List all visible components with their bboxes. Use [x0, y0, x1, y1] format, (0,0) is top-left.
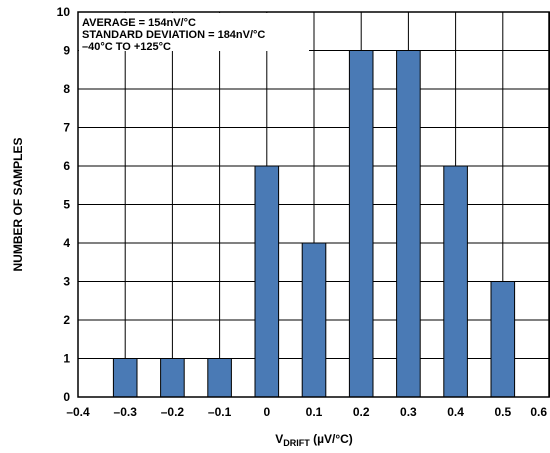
y-tick-label: 5: [63, 198, 70, 212]
x-axis-label-unit: (µV/°C): [310, 432, 353, 446]
bar: [112, 358, 138, 398]
x-tick-label: –0.3: [114, 405, 138, 419]
y-tick-label: 3: [63, 275, 70, 289]
bar: [301, 242, 327, 398]
y-tick-label: 8: [63, 82, 70, 96]
annotation-box: [79, 13, 309, 51]
y-tick-labels: 0 1 2 3 4 5 6 7 8 9 10: [57, 5, 71, 404]
x-tick-label: 0.4: [447, 405, 464, 419]
bar: [348, 50, 374, 398]
x-tick-label: 0.3: [400, 405, 417, 419]
y-axis-label: NUMBER OF SAMPLES: [11, 137, 25, 271]
y-tick-label: 7: [63, 121, 70, 135]
x-tick-label: –0.2: [161, 405, 185, 419]
x-tick-label: 0.5: [494, 405, 511, 419]
x-tick-label: –0.4: [66, 405, 90, 419]
x-tick-labels: –0.4 –0.3 –0.2 –0.1 0 0.1 0.2 0.3 0.4 0.5 0.6: [66, 405, 547, 419]
x-tick-label: 0.1: [306, 405, 323, 419]
annotation-average: AVERAGE = 154nV/°C: [82, 17, 196, 29]
annotation-std-dev: STANDARD DEVIATION = 184nV/°C: [82, 29, 265, 41]
bar: [490, 281, 516, 398]
y-tick-label: 0: [63, 390, 70, 404]
x-axis-label-main: V: [275, 432, 283, 446]
plot-frame: [77, 11, 550, 398]
x-tick-label: 0.2: [353, 405, 370, 419]
x-tick-label: –0.1: [208, 405, 232, 419]
x-axis-label: VDRIFT (µV/°C): [275, 432, 353, 448]
x-axis-label-sub: DRIFT: [283, 438, 310, 448]
y-tick-label: 4: [63, 236, 70, 250]
bar: [207, 358, 232, 398]
x-tick-label: 0: [263, 405, 270, 419]
y-tick-label: 9: [63, 44, 70, 58]
annotations: AVERAGE = 154nV/°C STANDARD DEVIATION = …: [82, 17, 265, 53]
y-tick-label: 1: [63, 352, 70, 366]
y-tick-label: 6: [63, 159, 70, 173]
annotation-temp-range: –40°C TO +125°C: [82, 41, 171, 53]
x-tick-label: 0.6: [530, 405, 547, 419]
bar: [396, 50, 421, 398]
y-tick-label: 10: [57, 5, 71, 19]
bar: [254, 165, 280, 398]
bar: [160, 358, 185, 398]
y-tick-label: 2: [63, 313, 70, 327]
bar: [443, 165, 468, 398]
